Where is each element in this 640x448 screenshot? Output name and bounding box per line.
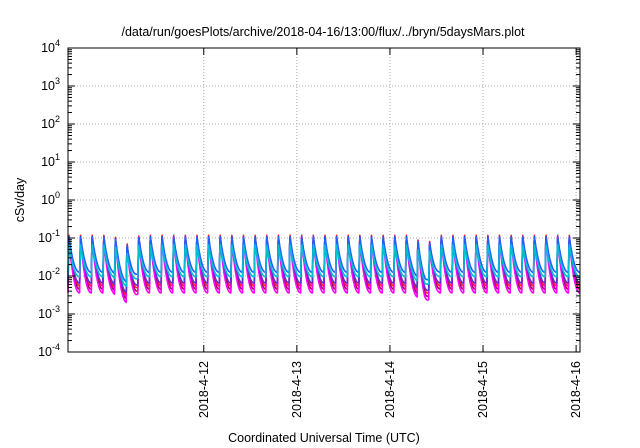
x-tick-label: 2018-4-16 (569, 361, 583, 418)
series-layer (67, 234, 581, 304)
y-tick-label: 10-3 (38, 304, 60, 321)
y-tick-label: 10-4 (38, 342, 60, 359)
x-tick-label: 2018-4-12 (197, 361, 211, 418)
y-axis-label: cSv/day (13, 177, 27, 222)
y-tick-label: 101 (41, 152, 60, 169)
x-axis-label: Coordinated Universal Time (UTC) (228, 431, 420, 445)
y-tick-label: 102 (41, 114, 60, 131)
tick-marks (68, 47, 580, 353)
chart-title: /data/run/goesPlots/archive/2018-04-16/1… (121, 25, 525, 39)
x-tick-label: 2018-4-14 (383, 361, 397, 418)
y-tick-label: 104 (41, 38, 60, 55)
x-tick-labels: 2018-4-12 2018-4-13 2018-4-14 2018-4-15 2018… (197, 361, 583, 418)
y-tick-label: 10-1 (38, 228, 60, 245)
y-tick-label: 10-2 (38, 266, 60, 283)
y-tick-label: 103 (41, 76, 60, 93)
series-line (67, 239, 581, 304)
x-tick-label: 2018-4-15 (476, 361, 490, 418)
y-tick-labels: 104 103 102 101 100 10-1 10-2 10-3 10-4 (38, 38, 60, 359)
y-tick-label: 100 (41, 190, 60, 207)
series-line (67, 244, 581, 288)
x-tick-label: 2018-4-13 (290, 361, 304, 418)
grid-lines (68, 48, 580, 352)
